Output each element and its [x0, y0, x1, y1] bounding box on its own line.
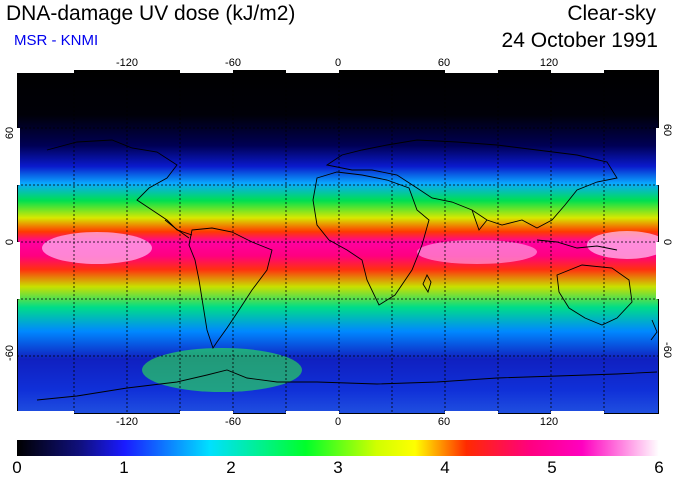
colorbar-tick-label: 3 [333, 458, 343, 477]
lat-label-right: 60 [661, 123, 673, 137]
lat-label-right: -60 [661, 342, 673, 358]
lat-label-left: -60 [4, 345, 16, 361]
uv-hotspot [42, 232, 152, 264]
lon-label-top: -60 [225, 57, 241, 69]
lon-label-bottom: 60 [437, 416, 451, 428]
uv-hotspot [587, 231, 659, 259]
lat-label-right: 0 [661, 238, 673, 246]
lon-label-bottom: 0 [334, 416, 342, 428]
lat-label-left: 60 [4, 126, 16, 140]
colorbar-tick-label: 2 [226, 458, 236, 477]
lon-label-top: 0 [334, 57, 342, 69]
lon-label-top: 60 [437, 57, 451, 69]
map-svg [17, 70, 659, 414]
graticule [17, 70, 659, 414]
lon-label-bottom: -120 [115, 416, 139, 428]
lon-label-bottom: 120 [539, 416, 559, 428]
lon-label-bottom: -60 [225, 416, 241, 428]
colorbar [17, 440, 659, 456]
colorbar-tick-label: 0 [12, 458, 22, 477]
sky-condition: Clear-sky [567, 2, 656, 25]
coastlines [36, 139, 658, 401]
colorbar-tick-label: 4 [440, 458, 450, 477]
lon-label-top: -120 [115, 57, 139, 69]
colorbar-tick-label: 6 [654, 458, 664, 477]
uv-dose-map [17, 70, 659, 414]
lat-label-left: 0 [4, 238, 16, 246]
uv-hotspot [417, 240, 537, 264]
colorbar-tick-label: 1 [119, 458, 129, 477]
colorbar-gradient [17, 440, 659, 456]
uv-hotspot [142, 348, 302, 392]
frame-ticks [17, 70, 659, 414]
lon-label-top: 120 [539, 57, 559, 69]
colorbar-tick-label: 5 [547, 458, 557, 477]
source-label: MSR - KNMI [14, 32, 99, 49]
chart-title: DNA-damage UV dose (kJ/m2) [6, 2, 296, 25]
date-label: 24 October 1991 [501, 29, 658, 52]
